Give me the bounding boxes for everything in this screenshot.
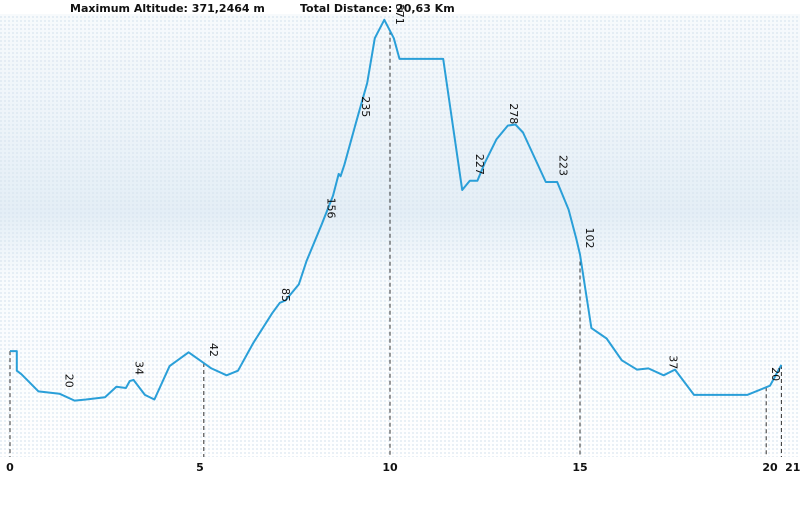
altitude-label-5: 156 [325, 198, 338, 219]
altitude-label-2: 34 [133, 361, 146, 375]
x-tick-label-1: 5 [196, 461, 204, 474]
total-distance-stat: Total Distance: 20,63 Km [300, 2, 455, 15]
max-altitude-stat: Maximum Altitude: 371,2464 m [70, 2, 265, 15]
altitude-label-4: 85 [279, 288, 292, 302]
altitude-label-1: 20 [62, 374, 75, 388]
x-tick-label-5: 21 [785, 461, 800, 474]
altitude-label-11: 102 [583, 227, 596, 248]
x-tick-label-2: 10 [382, 461, 398, 474]
altitude-label-8: 227 [473, 154, 486, 175]
altitude-label-3: 42 [207, 343, 220, 357]
altitude-label-12: 37 [667, 355, 680, 369]
x-tick-label-0: 0 [6, 461, 14, 474]
altitude-label-10: 223 [556, 155, 569, 176]
elevation-profile-line [10, 18, 783, 402]
altitude-label-13: 20 [769, 367, 782, 381]
plot-texture [0, 14, 800, 457]
altitude-label-9: 278 [507, 103, 520, 124]
x-tick-label-3: 15 [572, 461, 587, 474]
altitude-label-6: 235 [359, 96, 372, 117]
altitude-label-7: 371 [393, 4, 406, 25]
x-tick-label-4: 20 [762, 461, 778, 474]
